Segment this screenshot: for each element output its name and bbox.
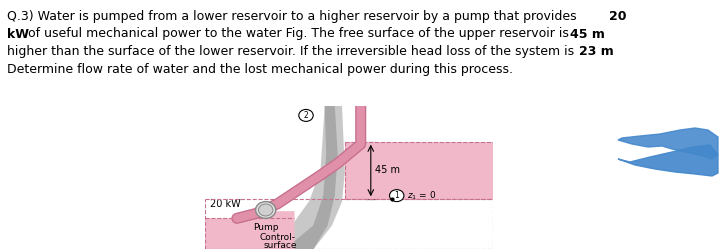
Text: 45 m: 45 m <box>570 27 605 41</box>
Text: 20 kW: 20 kW <box>210 199 240 209</box>
Text: Pump: Pump <box>253 223 279 232</box>
Polygon shape <box>260 106 345 249</box>
Circle shape <box>299 109 313 121</box>
Polygon shape <box>345 142 493 199</box>
Polygon shape <box>618 145 718 176</box>
Polygon shape <box>618 128 718 159</box>
Polygon shape <box>205 211 294 249</box>
Circle shape <box>256 202 276 218</box>
Text: Control-: Control- <box>259 233 295 242</box>
Circle shape <box>258 204 273 216</box>
Text: 45 m: 45 m <box>375 166 400 175</box>
Text: $z_1$ = 0: $z_1$ = 0 <box>407 189 436 202</box>
Text: 20: 20 <box>609 10 626 23</box>
Polygon shape <box>284 106 338 249</box>
Text: Q.3) Water is pumped from a lower reservoir to a higher reservoir by a pump that: Q.3) Water is pumped from a lower reserv… <box>7 10 580 23</box>
Text: higher than the surface of the lower reservoir. If the irreversible head loss of: higher than the surface of the lower res… <box>7 45 578 58</box>
Circle shape <box>390 190 404 202</box>
Text: 23 m: 23 m <box>579 45 613 58</box>
Text: 1: 1 <box>395 191 399 200</box>
Text: surface: surface <box>264 241 297 250</box>
Text: 2: 2 <box>304 111 308 120</box>
Text: kW: kW <box>7 27 29 41</box>
Text: of useful mechanical power to the water Fig. The free surface of the upper reser: of useful mechanical power to the water … <box>24 27 573 41</box>
Text: Determine flow rate of water and the lost mechanical power during this process.: Determine flow rate of water and the los… <box>7 62 513 76</box>
